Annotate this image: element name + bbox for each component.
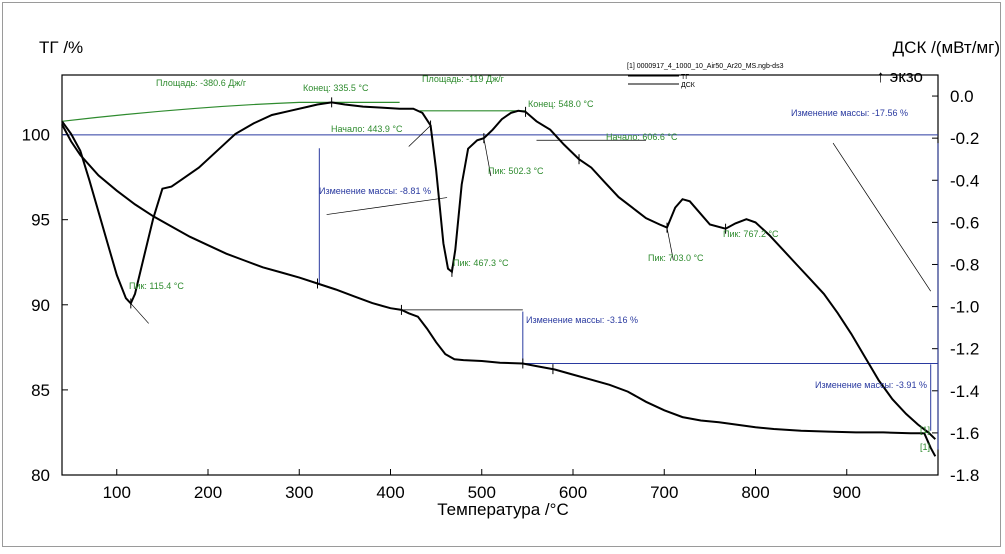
end1-label: Конец: 335.5 °C bbox=[303, 83, 369, 93]
y-right-tick-label: -0.8 bbox=[950, 255, 979, 274]
y-left-tick-label: 85 bbox=[31, 381, 50, 400]
y-right-tick-label: 0.0 bbox=[950, 87, 974, 106]
y-left-axis-title: ТГ /% bbox=[39, 38, 83, 57]
mass3-label: Изменение массы: -3.91 % bbox=[815, 380, 927, 390]
y-right-tick-label: -0.4 bbox=[950, 171, 979, 190]
y-left-tick-label: 100 bbox=[22, 126, 50, 145]
area1-label: Площадь: -380.6 Дж/г bbox=[156, 78, 247, 88]
onset1-leader bbox=[408, 125, 431, 147]
tg-curve bbox=[61, 123, 937, 457]
area1-baseline bbox=[61, 101, 400, 122]
y-right-tick-label: -1.8 bbox=[950, 466, 979, 485]
curve-markers bbox=[130, 97, 727, 375]
x-tick-label: 400 bbox=[376, 483, 404, 502]
annotation-lines bbox=[61, 101, 939, 450]
x-axis-title: Температура /°C bbox=[437, 500, 568, 519]
x-tick-label: 100 bbox=[103, 483, 131, 502]
x-tick-label: 800 bbox=[741, 483, 769, 502]
peak5-label: Пик: 767.2 °C bbox=[723, 229, 779, 239]
tg-dsc-chart: ТГ /% ДСК /(мВт/мг) ↑ экзо Температура /… bbox=[22, 38, 1000, 519]
x-tick-label: 700 bbox=[650, 483, 678, 502]
mass-total-leader bbox=[832, 142, 931, 292]
x-tick-label: 200 bbox=[194, 483, 222, 502]
y-left-tick-label: 90 bbox=[31, 296, 50, 315]
chart-frame: ТГ /% ДСК /(мВт/мг) ↑ экзо Температура /… bbox=[2, 2, 1001, 547]
peak2-label: Пик: 467.3 °C bbox=[453, 258, 509, 268]
y-right-tick-label: -1.6 bbox=[950, 424, 979, 443]
peak4-leader bbox=[666, 227, 674, 261]
onset1-label: Начало: 443.9 °C bbox=[331, 124, 403, 134]
mass-total-label: Изменение массы: -17.56 % bbox=[791, 108, 908, 118]
y-right-tick-label: -0.2 bbox=[950, 129, 979, 148]
onset2-label: Начало: 606.6 °C bbox=[606, 132, 678, 142]
curve-id-lower: [1] bbox=[920, 442, 930, 452]
axis-ticks: 100 200 300 400 500 600 700 800 900 80 85 90 95 100 0.… bbox=[22, 87, 980, 502]
end2-label: Конец: 548.0 °C bbox=[528, 99, 594, 109]
y-right-tick-label: -1.2 bbox=[950, 340, 979, 359]
data-curves bbox=[61, 101, 937, 457]
y-left-tick-label: 95 bbox=[31, 211, 50, 230]
y-left-tick-label: 80 bbox=[31, 466, 50, 485]
peak1-leader bbox=[130, 303, 149, 324]
legend-dsc-label: ДСК bbox=[681, 82, 696, 89]
mass1-leader bbox=[326, 197, 448, 215]
x-tick-label: 300 bbox=[285, 483, 313, 502]
peak4-label: Пик: 703.0 °C bbox=[648, 253, 704, 263]
peak3-leader bbox=[483, 138, 492, 177]
mass2-label: Изменение массы: -3.16 % bbox=[526, 315, 638, 325]
y-right-tick-label: -0.6 bbox=[950, 213, 979, 232]
legend-tg-label: ТГ bbox=[681, 74, 689, 81]
x-tick-label: 900 bbox=[833, 483, 861, 502]
x-tick-label: 500 bbox=[468, 483, 496, 502]
dsc-curve bbox=[61, 101, 937, 440]
mass1-label: Изменение массы: -8.81 % bbox=[319, 186, 431, 196]
file-label: [1] 0000917_4_1000_10_Air50_Ar20_MS.ngb-… bbox=[627, 63, 784, 70]
area2-label: Площадь: -119 Дж/г bbox=[422, 74, 505, 84]
curve-id-upper: [1] bbox=[920, 425, 930, 435]
peak3-label: Пик: 502.3 °C bbox=[488, 166, 544, 176]
y-right-axis-title: ДСК /(мВт/мг) bbox=[893, 38, 1000, 57]
x-tick-label: 600 bbox=[559, 483, 587, 502]
peak1-label: Пик: 115.4 °C bbox=[129, 281, 184, 291]
y-right-tick-label: -1.4 bbox=[950, 382, 979, 401]
y-right-tick-label: -1.0 bbox=[950, 298, 979, 317]
exo-label: ↑ экзо bbox=[876, 67, 923, 86]
